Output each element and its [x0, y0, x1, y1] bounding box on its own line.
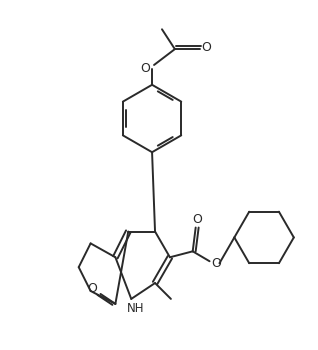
- Text: O: O: [211, 257, 221, 270]
- Text: NH: NH: [127, 302, 144, 315]
- Text: O: O: [140, 62, 150, 76]
- Text: O: O: [202, 41, 211, 54]
- Text: O: O: [193, 213, 203, 226]
- Text: O: O: [88, 282, 98, 295]
